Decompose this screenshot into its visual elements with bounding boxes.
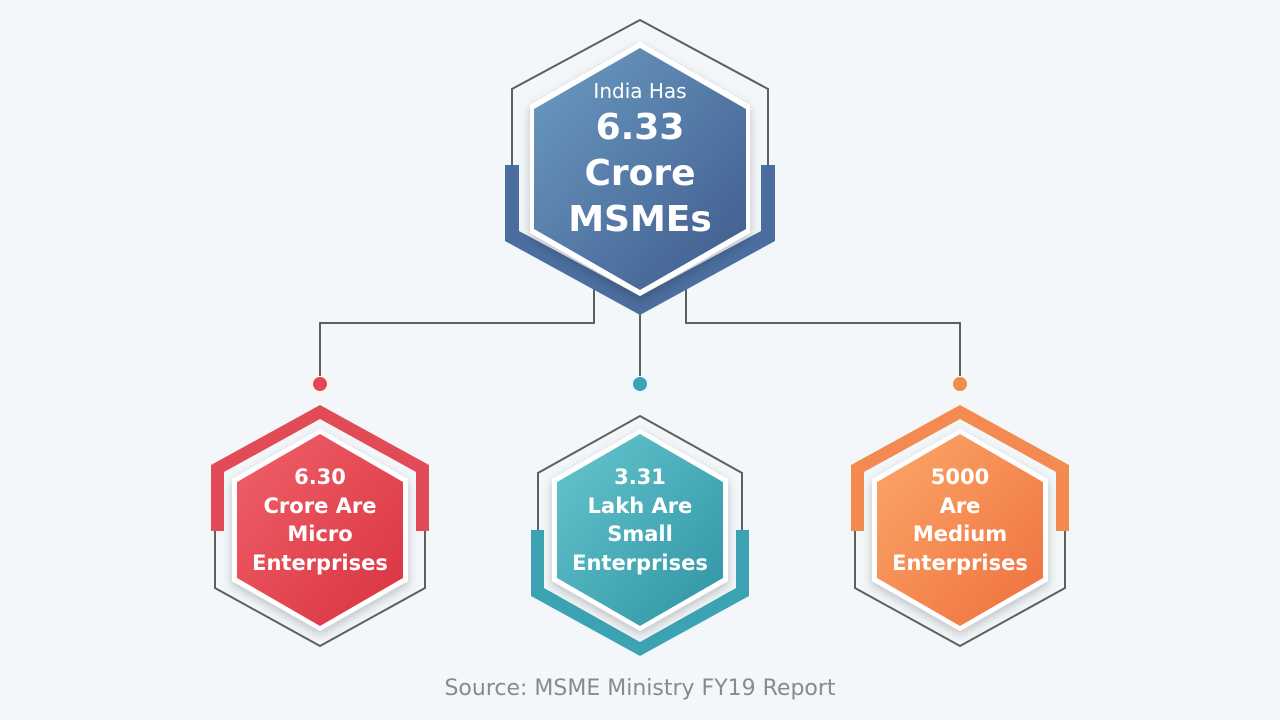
top-node-line-1: India Has <box>593 79 687 103</box>
small-node-line-3: Small <box>607 522 673 546</box>
small-hexagon-core <box>557 434 723 626</box>
micro-hexagon-accent-band <box>211 405 429 531</box>
connector-medium <box>685 288 961 376</box>
micro-hexagon-core <box>237 434 403 626</box>
top-hexagon-accent-band <box>505 165 775 315</box>
micro-node-line-2: Crore Are <box>263 493 377 518</box>
top-node-line-2: 6.33 <box>595 107 685 148</box>
small-node-line-2: Lakh Are <box>587 493 693 518</box>
micro-node-text: 6.30 Crore Are Micro Enterprises <box>235 445 405 595</box>
micro-hexagon <box>211 405 429 648</box>
medium-node-line-2: Are <box>939 493 981 518</box>
top-node-line-3: Crore <box>584 153 696 194</box>
small-node-line-4: Enterprises <box>572 550 708 575</box>
medium-node-line-1: 5000 <box>930 465 990 489</box>
medium-node-line-3: Medium <box>912 522 1008 546</box>
medium-hexagon-accent-band <box>851 405 1069 531</box>
connector-dot-micro <box>313 377 327 391</box>
small-node-line-1: 3.31 <box>614 465 666 489</box>
medium-hexagon-core <box>877 434 1043 626</box>
top-hexagon <box>505 18 775 315</box>
connector-dot-small <box>633 377 647 391</box>
medium-hexagon <box>851 405 1069 648</box>
micro-node-line-4: Enterprises <box>252 550 388 575</box>
small-hexagon-accent-band <box>531 530 749 656</box>
top-node-text: India Has 6.33 Crore MSMEs <box>540 70 740 250</box>
medium-node-line-4: Enterprises <box>892 550 1028 575</box>
micro-node-line-3: Micro <box>287 522 353 546</box>
connector-micro <box>319 288 595 376</box>
medium-node-text: 5000 Are Medium Enterprises <box>875 445 1045 595</box>
source-caption: Source: MSME Ministry FY19 Report <box>444 676 836 701</box>
connector-lines <box>319 288 961 376</box>
micro-node-line-1: 6.30 <box>294 465 346 489</box>
connector-dot-medium <box>953 377 967 391</box>
top-node-line-4: MSMEs <box>568 199 712 240</box>
small-node-text: 3.31 Lakh Are Small Enterprises <box>555 445 725 595</box>
top-hexagon-core <box>534 48 746 290</box>
small-hexagon <box>531 414 749 656</box>
